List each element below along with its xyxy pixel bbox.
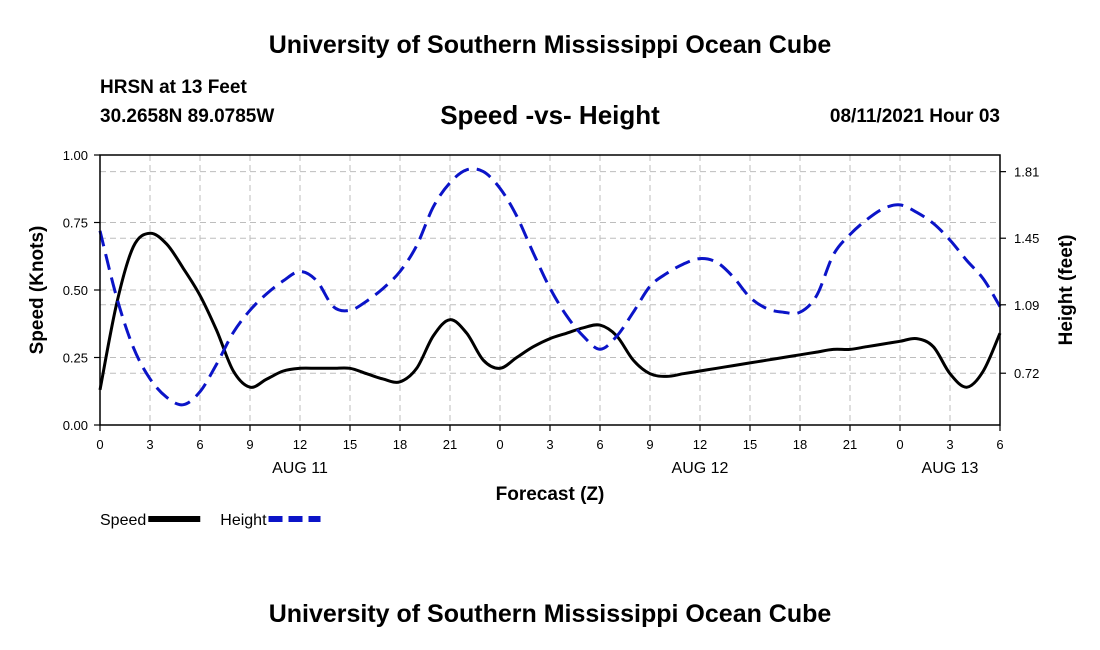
left-tick-label: 0.75: [63, 216, 88, 231]
chart-subtitle: Speed -vs- Height: [440, 100, 660, 130]
legend-label-height: Height: [220, 512, 267, 529]
speed-series-line: [98, 231, 1002, 391]
legend-label-speed: Speed: [100, 512, 146, 529]
left-tick-label: 0.50: [63, 283, 88, 298]
right-tick-label: 0.72: [1014, 366, 1039, 381]
x-tick-label: 6: [596, 437, 603, 452]
run-time-label: 08/11/2021 Hour 03: [829, 106, 1000, 127]
x-tick-label: 9: [246, 437, 253, 452]
x-tick-label: 15: [343, 437, 357, 452]
day-label: AUG 12: [672, 460, 729, 477]
right-tick-label: 1.09: [1014, 298, 1039, 313]
left-tick-label: 1.00: [63, 148, 88, 163]
x-tick-label: 3: [146, 437, 153, 452]
day-label: AUG 11: [272, 460, 328, 477]
series-layer: [98, 167, 1002, 407]
coordinates-label: 30.2658N 89.0785W: [100, 106, 275, 127]
x-tick-label: 3: [946, 437, 953, 452]
x-tick-label: 12: [693, 437, 707, 452]
x-tick-label: 21: [843, 437, 857, 452]
x-tick-label: 3: [546, 437, 553, 452]
left-tick-label: 0.25: [63, 351, 88, 366]
right-axis-title: Height (feet): [1056, 235, 1077, 346]
x-tick-label: 15: [743, 437, 757, 452]
day-label: AUG 13: [922, 460, 979, 477]
left-axis-title: Speed (Knots): [27, 226, 48, 355]
x-axis-title: Forecast (Z): [496, 484, 605, 505]
axes: 0 3 6 9 12 15 18 21 0 3 6 9 12 15 18 21 0 3 6 0.00 0.25 0.50 0…: [27, 148, 1077, 505]
right-tick-label: 1.45: [1014, 231, 1039, 246]
x-tick-label: 9: [646, 437, 653, 452]
x-tick-label: 6: [196, 437, 203, 452]
x-tick-label: 18: [393, 437, 407, 452]
right-tick-label: 1.81: [1014, 165, 1039, 180]
left-tick-label: 0.00: [63, 418, 88, 433]
legend: Speed Height: [100, 512, 321, 529]
x-tick-label: 0: [496, 437, 503, 452]
grid: [100, 155, 1000, 425]
x-tick-label: 0: [96, 437, 103, 452]
x-tick-label: 18: [793, 437, 807, 452]
station-label: HRSN at 13 Feet: [100, 77, 247, 98]
footer-title: University of Southern Mississippi Ocean…: [268, 600, 832, 628]
x-tick-label: 6: [996, 437, 1003, 452]
chart-title: University of Southern Mississippi Ocean…: [268, 31, 832, 59]
x-tick-label: 12: [293, 437, 307, 452]
height-series-line: [98, 167, 1002, 407]
x-tick-label: 21: [443, 437, 457, 452]
x-tick-label: 0: [896, 437, 903, 452]
